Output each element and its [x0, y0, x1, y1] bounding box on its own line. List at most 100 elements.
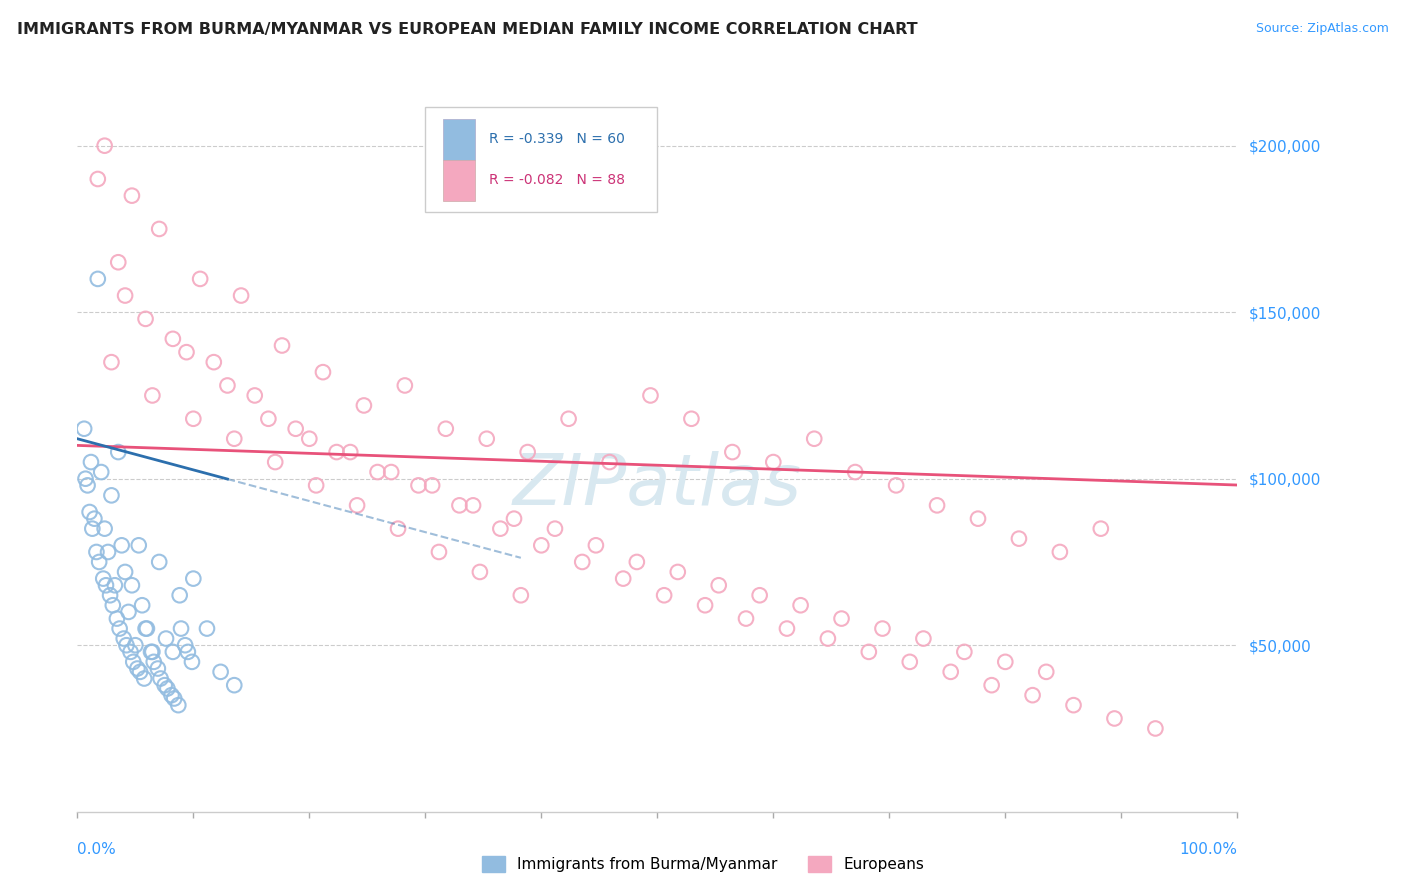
Point	[461, 499, 484, 513]
Point	[183, 411, 205, 425]
Point	[585, 538, 607, 552]
Point	[339, 445, 361, 459]
Point	[111, 538, 134, 552]
Point	[117, 605, 139, 619]
Point	[73, 422, 96, 436]
Point	[188, 272, 211, 286]
Point	[898, 655, 921, 669]
Point	[177, 645, 200, 659]
Point	[79, 505, 101, 519]
Point	[557, 411, 579, 425]
Point	[104, 578, 127, 592]
Point	[176, 345, 198, 359]
Point	[105, 611, 128, 625]
Point	[107, 255, 129, 269]
Point	[264, 455, 287, 469]
Point	[1008, 532, 1031, 546]
Point	[80, 455, 103, 469]
Point	[181, 655, 204, 669]
Point	[146, 661, 169, 675]
Point	[271, 338, 294, 352]
Point	[509, 588, 531, 602]
Point	[693, 599, 716, 613]
Point	[735, 611, 758, 625]
Point	[195, 622, 218, 636]
Point	[831, 611, 853, 625]
Point	[162, 332, 184, 346]
Point	[229, 288, 252, 302]
Point	[101, 599, 124, 613]
Point	[121, 578, 143, 592]
Point	[298, 432, 321, 446]
Point	[257, 411, 280, 425]
Point	[1063, 698, 1085, 713]
Point	[912, 632, 935, 646]
Point	[325, 445, 347, 459]
Point	[115, 638, 138, 652]
Point	[89, 555, 111, 569]
Point	[202, 355, 225, 369]
Point	[434, 422, 457, 436]
Point	[156, 681, 179, 696]
Point	[93, 138, 115, 153]
Point	[91, 572, 114, 586]
Point	[112, 632, 135, 646]
Point	[408, 478, 430, 492]
Point	[127, 661, 149, 675]
Point	[83, 511, 105, 525]
Text: 0.0%: 0.0%	[77, 842, 117, 856]
Point	[652, 588, 675, 602]
Point	[129, 665, 152, 679]
Point	[128, 538, 150, 552]
Bar	[443, 119, 475, 160]
Point	[353, 399, 375, 413]
Point	[953, 645, 976, 659]
Point	[380, 465, 402, 479]
Point	[571, 555, 593, 569]
Point	[1035, 665, 1057, 679]
Point	[139, 645, 162, 659]
Point	[468, 565, 491, 579]
Point	[224, 678, 246, 692]
Point	[86, 545, 108, 559]
Point	[626, 555, 648, 569]
Point	[994, 655, 1017, 669]
Point	[141, 645, 163, 659]
Point	[803, 432, 825, 446]
Point	[121, 188, 143, 202]
Point	[1104, 711, 1126, 725]
Point	[131, 599, 153, 613]
Point	[707, 578, 730, 592]
Point	[148, 555, 170, 569]
Point	[135, 622, 157, 636]
Text: IMMIGRANTS FROM BURMA/MYANMAR VS EUROPEAN MEDIAN FAMILY INCOME CORRELATION CHART: IMMIGRANTS FROM BURMA/MYANMAR VS EUROPEA…	[17, 22, 918, 37]
Point	[612, 572, 634, 586]
Text: 100.0%: 100.0%	[1180, 842, 1237, 856]
Point	[284, 422, 307, 436]
Point	[420, 478, 443, 492]
Point	[167, 698, 190, 713]
Point	[530, 538, 553, 552]
Legend: Immigrants from Burma/Myanmar, Europeans: Immigrants from Burma/Myanmar, Europeans	[474, 848, 932, 880]
Point	[108, 622, 131, 636]
Point	[721, 445, 744, 459]
Point	[75, 472, 97, 486]
Point	[120, 645, 142, 659]
Point	[94, 578, 117, 592]
Point	[122, 655, 145, 669]
Point	[148, 222, 170, 236]
Point	[142, 655, 165, 669]
Text: ZIPatlas: ZIPatlas	[513, 450, 801, 520]
Point	[162, 645, 184, 659]
Point	[640, 388, 662, 402]
Point	[817, 632, 839, 646]
Point	[209, 665, 232, 679]
Point	[489, 522, 512, 536]
Point	[82, 522, 104, 536]
Point	[1090, 522, 1112, 536]
Point	[90, 465, 112, 479]
Point	[170, 622, 193, 636]
Point	[135, 311, 157, 326]
Point	[449, 499, 471, 513]
Point	[346, 499, 368, 513]
